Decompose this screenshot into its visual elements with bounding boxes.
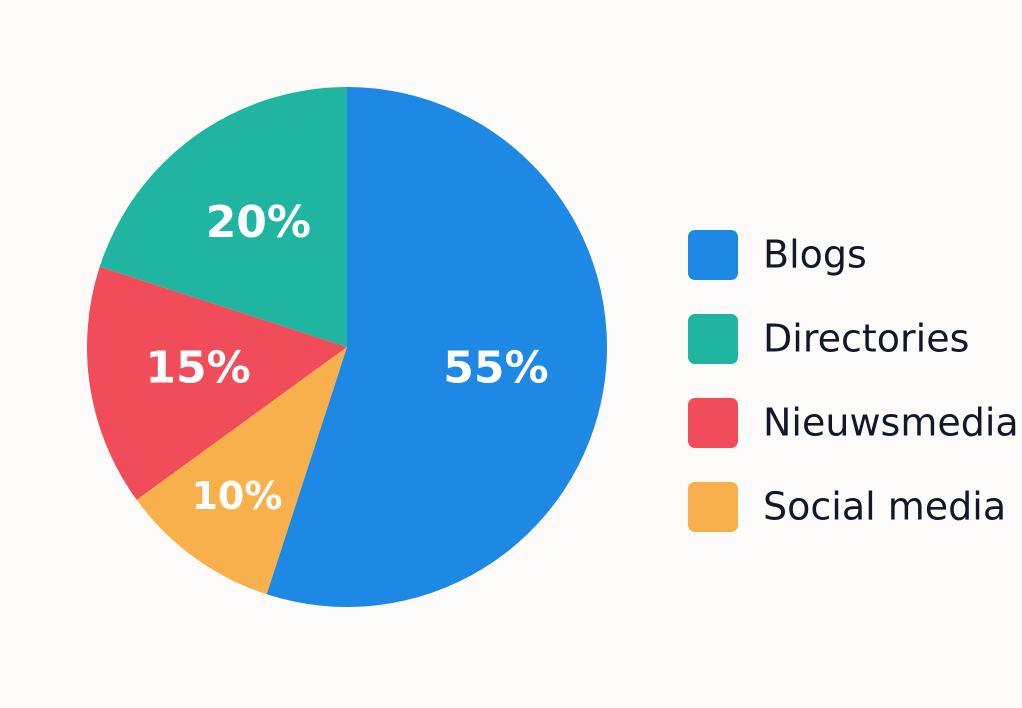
value-label: 55% [443, 343, 548, 394]
value-label: 10% [191, 474, 282, 518]
pie-slice [86, 266, 347, 500]
legend-swatch [688, 482, 738, 532]
value-label: 15% [145, 343, 250, 394]
legend-label: Nieuwsmedia [763, 401, 1019, 445]
legend-swatch [688, 230, 738, 280]
legend-swatch [688, 314, 738, 364]
legend-label: Social media [763, 485, 1006, 529]
legend-label: Directories [763, 317, 969, 361]
pie-slice [266, 87, 607, 608]
pie-slice [99, 87, 347, 347]
pie-slice [136, 347, 347, 595]
legend-label: Blogs [763, 233, 867, 277]
value-label: 20% [206, 197, 311, 248]
legend-swatch [688, 398, 738, 448]
